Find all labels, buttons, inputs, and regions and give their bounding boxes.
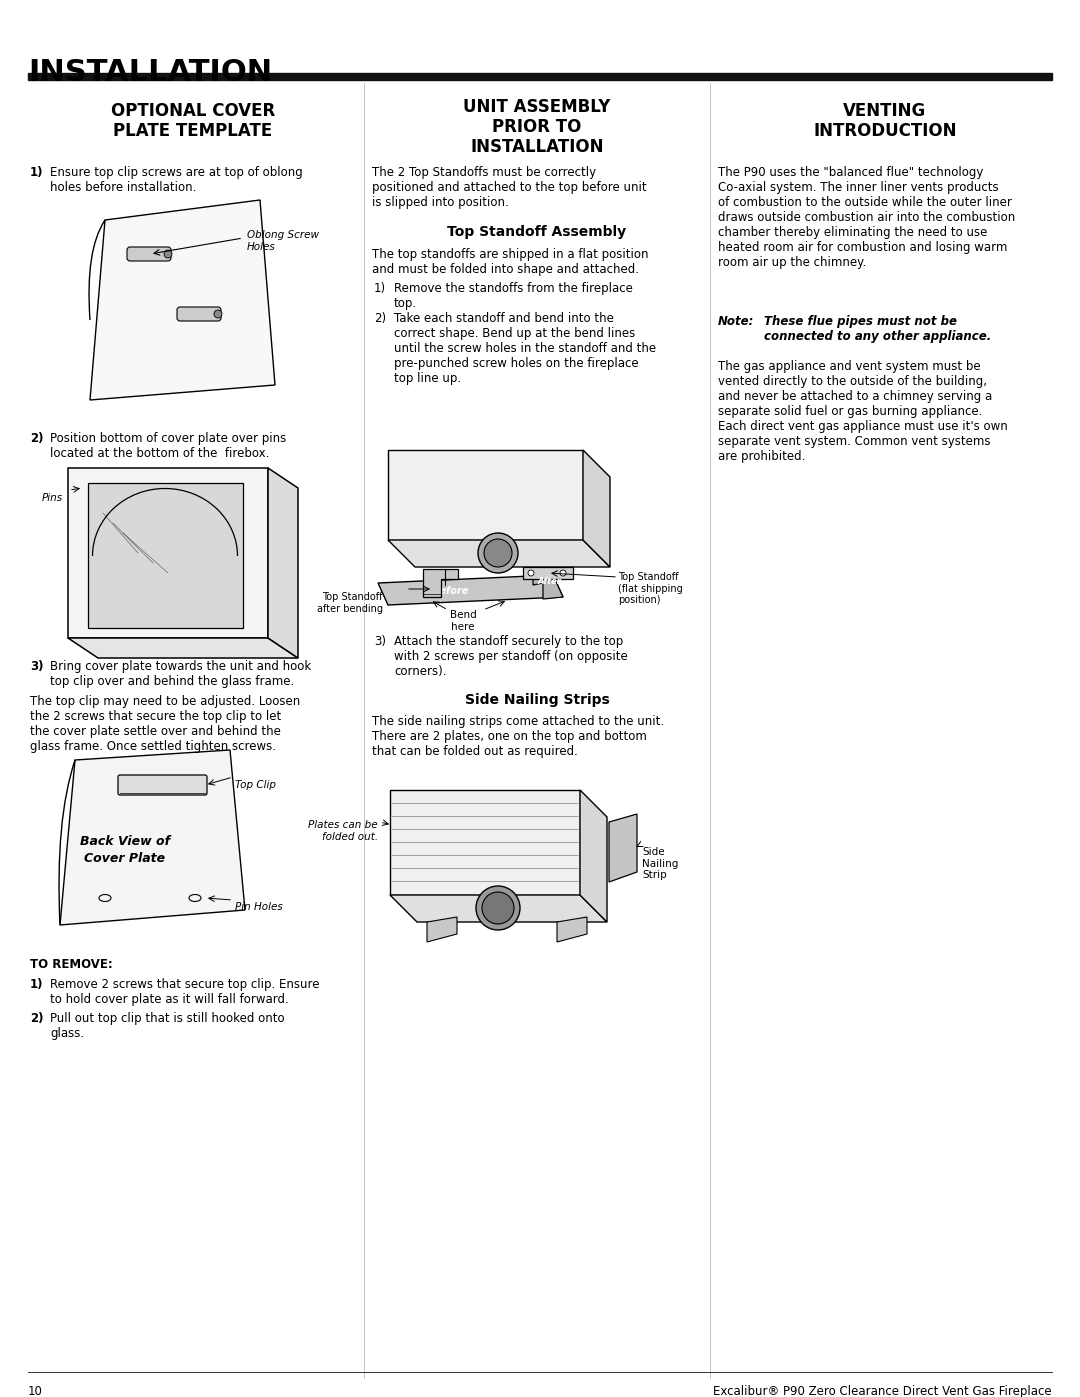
Polygon shape (90, 200, 275, 400)
Polygon shape (388, 541, 610, 567)
Polygon shape (423, 569, 458, 597)
Text: The 2 Top Standoffs must be correctly
positioned and attached to the top before : The 2 Top Standoffs must be correctly po… (372, 166, 647, 210)
Text: INSTALLATION: INSTALLATION (28, 59, 272, 87)
Bar (28, 73, 1052, 80)
Polygon shape (580, 789, 607, 922)
Circle shape (528, 570, 534, 576)
Text: VENTING: VENTING (843, 102, 927, 120)
Text: Excalibur® P90 Zero Clearance Direct Vent Gas Fireplace: Excalibur® P90 Zero Clearance Direct Ven… (714, 1384, 1052, 1397)
Text: 10: 10 (28, 1384, 43, 1397)
Text: Note:: Note: (718, 314, 754, 328)
Text: 1): 1) (30, 978, 43, 990)
Text: Ensure top clip screws are at top of oblong
holes before installation.: Ensure top clip screws are at top of obl… (50, 166, 302, 194)
Circle shape (476, 886, 519, 930)
Circle shape (164, 250, 172, 258)
Text: Cover Plate: Cover Plate (84, 852, 165, 865)
Text: Top Standoff Assembly: Top Standoff Assembly (447, 225, 626, 239)
Text: 1): 1) (374, 282, 387, 295)
Polygon shape (268, 468, 298, 658)
FancyBboxPatch shape (127, 247, 171, 261)
Polygon shape (523, 567, 573, 578)
Polygon shape (378, 576, 563, 605)
Text: Side Nailing Strips: Side Nailing Strips (464, 693, 609, 707)
FancyBboxPatch shape (177, 307, 221, 321)
Text: Attach the standoff securely to the top
with 2 screws per standoff (on opposite
: Attach the standoff securely to the top … (394, 636, 627, 678)
Text: INSTALLATION: INSTALLATION (470, 138, 604, 156)
Text: Pin Holes: Pin Holes (235, 902, 283, 912)
Text: OPTIONAL COVER: OPTIONAL COVER (111, 102, 275, 120)
Polygon shape (68, 638, 298, 658)
Polygon shape (388, 450, 583, 541)
Text: Top Standoff
after bending: Top Standoff after bending (318, 592, 383, 613)
Text: Back View of: Back View of (80, 835, 170, 848)
Text: Top Standoff
(flat shipping
position): Top Standoff (flat shipping position) (618, 571, 683, 605)
Polygon shape (68, 468, 268, 638)
FancyBboxPatch shape (118, 775, 207, 795)
Polygon shape (609, 814, 637, 882)
Circle shape (484, 539, 512, 567)
Polygon shape (87, 483, 243, 629)
Text: 3): 3) (30, 659, 43, 673)
Text: INTRODUCTION: INTRODUCTION (813, 122, 957, 140)
Polygon shape (557, 916, 588, 942)
Text: The top standoffs are shipped in a flat position
and must be folded into shape a: The top standoffs are shipped in a flat … (372, 249, 648, 277)
Text: Pins: Pins (42, 493, 63, 503)
Polygon shape (390, 789, 580, 895)
Text: 2): 2) (30, 1011, 43, 1025)
Text: 2): 2) (30, 432, 43, 446)
Text: Position bottom of cover plate over pins
located at the bottom of the  firebox.: Position bottom of cover plate over pins… (50, 432, 286, 460)
Text: Side
Nailing
Strip: Side Nailing Strip (642, 847, 678, 880)
Text: The gas appliance and vent system must be
vented directly to the outside of the : The gas appliance and vent system must b… (718, 360, 1008, 462)
Text: Bring cover plate towards the unit and hook
top clip over and behind the glass f: Bring cover plate towards the unit and h… (50, 659, 311, 687)
Polygon shape (60, 750, 245, 925)
Text: Take each standoff and bend into the
correct shape. Bend up at the bend lines
un: Take each standoff and bend into the cor… (394, 312, 657, 386)
Polygon shape (390, 895, 607, 922)
Text: Pull out top clip that is still hooked onto
glass.: Pull out top clip that is still hooked o… (50, 1011, 285, 1039)
Text: PLATE TEMPLATE: PLATE TEMPLATE (113, 122, 272, 140)
Text: Before: Before (433, 585, 470, 597)
Text: TO REMOVE:: TO REMOVE: (30, 958, 112, 971)
Text: Bend
here: Bend here (449, 610, 476, 631)
Polygon shape (427, 916, 457, 942)
Text: After: After (538, 577, 562, 585)
Circle shape (478, 534, 518, 573)
Text: These flue pipes must not be
connected to any other appliance.: These flue pipes must not be connected t… (764, 314, 991, 344)
Text: 2): 2) (374, 312, 387, 326)
Circle shape (482, 893, 514, 923)
Text: Top Clip: Top Clip (235, 780, 276, 789)
Text: Oblong Screw
Holes: Oblong Screw Holes (247, 231, 319, 251)
Text: Plates can be
folded out.: Plates can be folded out. (309, 820, 378, 841)
Text: The P90 uses the "balanced flue" technology
Co-axial system. The inner liner ven: The P90 uses the "balanced flue" technol… (718, 166, 1015, 270)
Text: 1): 1) (30, 166, 43, 179)
Circle shape (214, 310, 222, 319)
Text: 3): 3) (374, 636, 386, 648)
Text: The side nailing strips come attached to the unit.
There are 2 plates, one on th: The side nailing strips come attached to… (372, 715, 664, 759)
Text: Remove 2 screws that secure top clip. Ensure
to hold cover plate as it will fall: Remove 2 screws that secure top clip. En… (50, 978, 320, 1006)
Text: UNIT ASSEMBLY: UNIT ASSEMBLY (463, 98, 610, 116)
Text: Remove the standoffs from the fireplace
top.: Remove the standoffs from the fireplace … (394, 282, 633, 310)
Polygon shape (534, 576, 563, 599)
Text: PRIOR TO: PRIOR TO (492, 117, 582, 136)
Circle shape (561, 570, 566, 576)
Polygon shape (583, 450, 610, 567)
Text: The top clip may need to be adjusted. Loosen
the 2 screws that secure the top cl: The top clip may need to be adjusted. Lo… (30, 694, 300, 753)
